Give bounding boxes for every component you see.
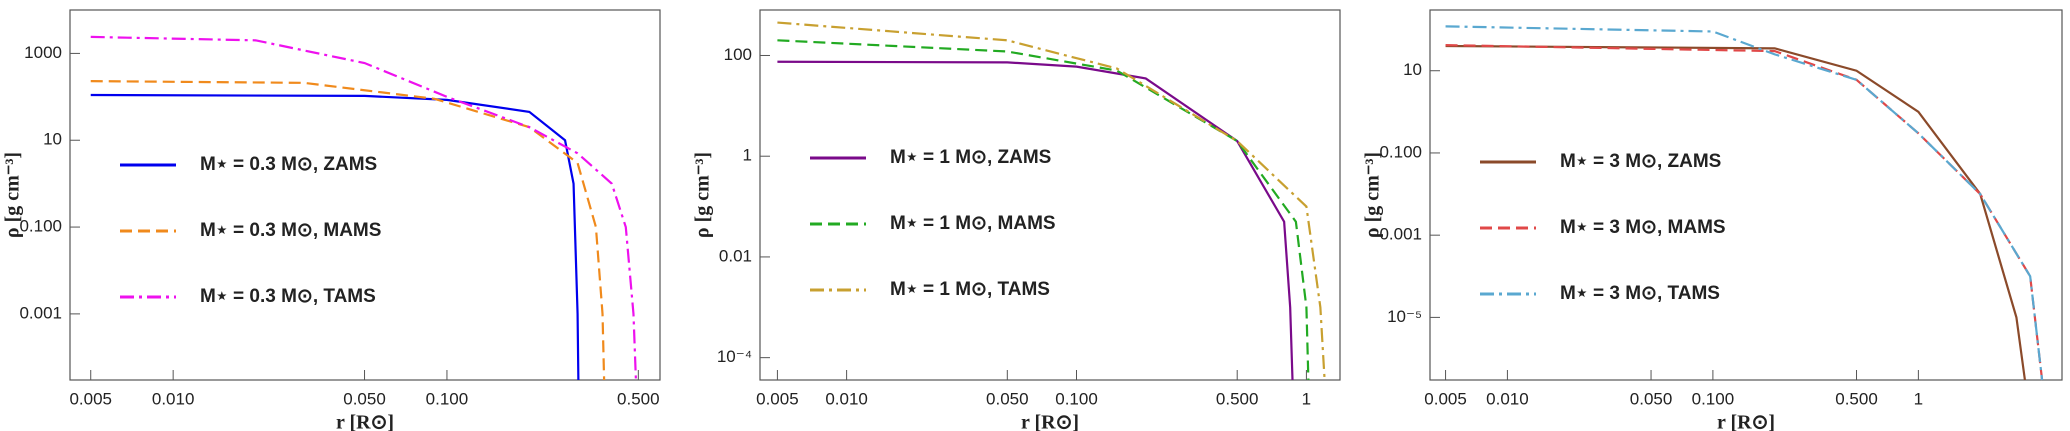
- y-tick-label: 0.001: [19, 303, 62, 322]
- x-tick-label: 0.010: [152, 389, 195, 408]
- data-line: [777, 60, 1294, 381]
- x-tick-label: 1: [1914, 389, 1923, 408]
- x-tick-label: 0.010: [1486, 389, 1529, 408]
- legend-label: M⋆ = 3 M⊙, MAMS: [1560, 217, 1726, 238]
- data-line: [90, 93, 580, 381]
- legend-label: M⋆ = 1 M⊙, TAMS: [890, 279, 1050, 300]
- x-tick-label: 0.100: [1692, 389, 1735, 408]
- y-axis-label: ρ [g cm⁻³]: [1362, 152, 1384, 238]
- x-tick-label: 0.100: [1055, 389, 1098, 408]
- y-tick-label: 10⁻⁴: [717, 347, 752, 366]
- plot-frame: [1429, 9, 2063, 381]
- legend-label: M⋆ = 1 M⊙, ZAMS: [890, 147, 1051, 168]
- x-tick-label: 0.500: [617, 389, 660, 408]
- x-tick-label: 0.050: [986, 389, 1029, 408]
- y-tick-label: 0.100: [19, 217, 62, 236]
- x-tick-label: 0.005: [69, 389, 112, 408]
- data-line: [1445, 44, 2027, 381]
- y-axis-label: ρ [g cm⁻³]: [2, 152, 24, 238]
- data-line: [777, 39, 1310, 381]
- x-tick-label: 0.050: [343, 389, 386, 408]
- y-tick-label: 10⁻⁵: [1387, 307, 1422, 326]
- x-axis-label: r [R⊙]: [1717, 412, 1775, 431]
- x-axis-label: r [R⊙]: [336, 412, 394, 431]
- legend-label: M⋆ = 1 M⊙, MAMS: [890, 213, 1056, 234]
- legend-label: M⋆ = 3 M⊙, ZAMS: [1560, 151, 1721, 172]
- y-tick-label: 1000: [24, 43, 62, 62]
- x-tick-label: 0.005: [756, 389, 799, 408]
- data-line: [1445, 44, 2044, 381]
- data-line: [90, 35, 638, 381]
- y-tick-label: 10: [1403, 60, 1422, 79]
- legend-label: M⋆ = 0.3 M⊙, TAMS: [200, 286, 376, 307]
- x-tick-label: 0.050: [1630, 389, 1673, 408]
- x-tick-label: 1: [1302, 389, 1311, 408]
- x-tick-label: 0.010: [825, 389, 868, 408]
- y-tick-label: 1: [743, 146, 752, 165]
- x-tick-label: 0.500: [1835, 389, 1878, 408]
- legend-label: M⋆ = 0.3 M⊙, ZAMS: [200, 154, 377, 175]
- y-tick-label: 0.001: [1379, 225, 1422, 244]
- data-line: [1445, 25, 2044, 381]
- y-axis-label: ρ [g cm⁻³]: [692, 152, 714, 238]
- y-tick-label: 100: [724, 45, 752, 64]
- legend-label: M⋆ = 0.3 M⊙, MAMS: [200, 220, 381, 241]
- y-tick-label: 0.100: [1379, 142, 1422, 161]
- x-tick-label: 0.005: [1424, 389, 1467, 408]
- data-line: [777, 21, 1326, 381]
- data-line: [90, 80, 606, 381]
- plot-frame: [69, 9, 661, 381]
- x-tick-label: 0.100: [426, 389, 469, 408]
- plot-frame: [759, 9, 1341, 381]
- y-tick-label: 0.01: [719, 246, 752, 265]
- y-tick-label: 10: [43, 130, 62, 149]
- x-tick-label: 0.500: [1216, 389, 1259, 408]
- legend-label: M⋆ = 3 M⊙, TAMS: [1560, 283, 1720, 304]
- x-axis-label: r [R⊙]: [1021, 412, 1079, 431]
